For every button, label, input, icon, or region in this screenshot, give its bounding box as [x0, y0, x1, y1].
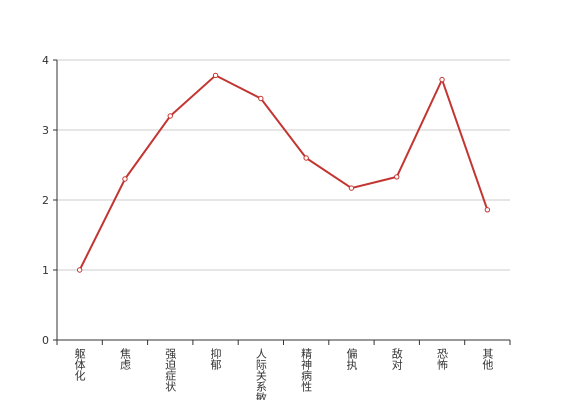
data-point	[76, 267, 83, 273]
data-point	[348, 185, 355, 191]
y-tick-label: 3	[42, 124, 49, 137]
x-tick-label: 敌对	[390, 347, 403, 370]
data-point	[212, 72, 219, 79]
data-point	[303, 155, 309, 161]
y-tick-label: 0	[42, 334, 49, 347]
y-tick-label: 2	[42, 194, 49, 207]
data-point	[484, 207, 491, 213]
data-point	[167, 113, 173, 119]
x-tick-label: 抑郁	[209, 347, 222, 370]
data-point	[394, 174, 400, 180]
x-tick-label: 人际关系敏感	[254, 348, 267, 400]
y-tick-label: 1	[42, 264, 49, 277]
data-point	[122, 176, 128, 182]
data-point	[258, 95, 264, 102]
x-tick-label: 强迫症状	[164, 348, 177, 392]
x-tick-label: 躯体化	[73, 348, 86, 382]
data-line	[78, 74, 489, 271]
x-tick-label: 偏执	[345, 347, 358, 371]
data-point	[439, 76, 445, 83]
x-tick-label: 焦虑	[118, 348, 131, 370]
y-tick-label: 4	[42, 54, 49, 67]
x-tick-label: 精神病性	[300, 348, 313, 393]
x-tick-label: 恐怖	[436, 348, 449, 370]
x-tick-label: 其他	[481, 348, 494, 370]
